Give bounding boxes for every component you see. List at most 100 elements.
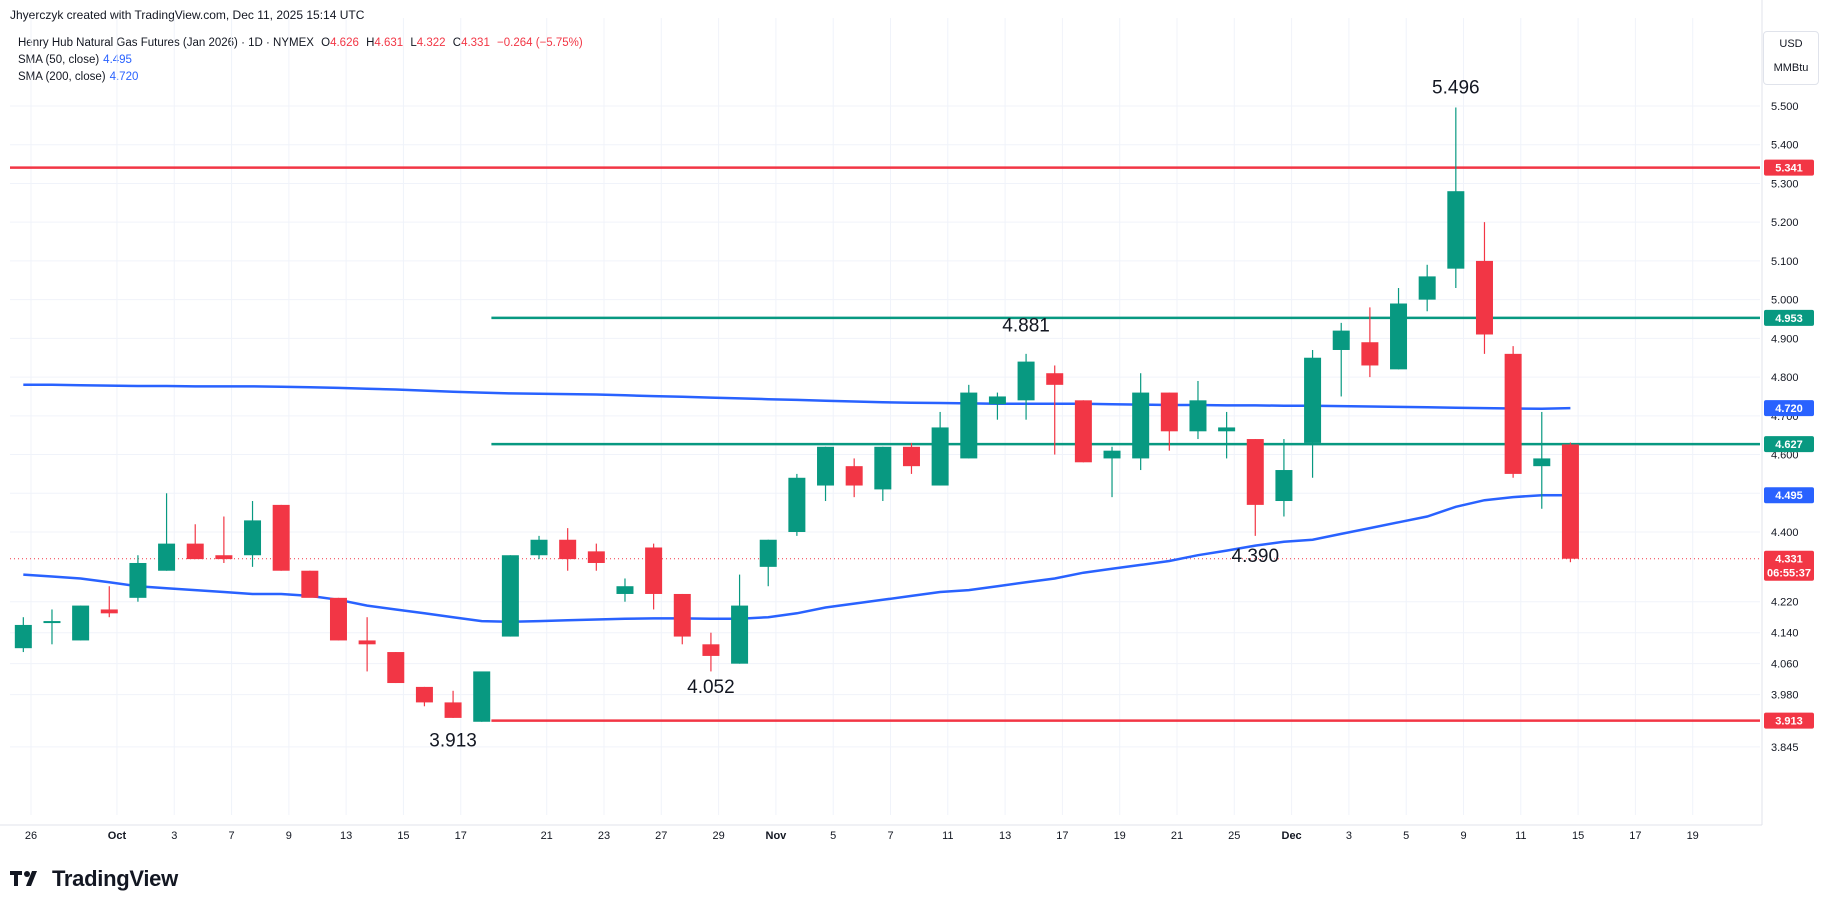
- level-price-badge[interactable]: [1764, 309, 1814, 326]
- candle-body-up[interactable]: [731, 605, 749, 664]
- candle-body-up[interactable]: [616, 586, 634, 594]
- level-price-badge[interactable]: [1764, 159, 1814, 176]
- candle-body-down[interactable]: [1046, 373, 1064, 385]
- x-tick-label: 17: [455, 830, 467, 842]
- last-price-badge-text: 4.331: [1775, 554, 1803, 566]
- candle-body-down[interactable]: [702, 644, 720, 656]
- tradingview-logo[interactable]: TradingView: [10, 866, 178, 892]
- candle-body-up[interactable]: [788, 477, 806, 532]
- level-price-badge-text: 4.953: [1775, 313, 1803, 325]
- attribution-text: Jhyerczyk created with TradingView.com, …: [10, 8, 365, 22]
- candle-body-down[interactable]: [415, 686, 433, 703]
- sma-price-badge-text: 4.720: [1775, 403, 1803, 415]
- y-tick-label: 5.200: [1771, 217, 1799, 229]
- y-tick-label: 4.900: [1771, 333, 1799, 345]
- candle-body-down[interactable]: [587, 551, 605, 563]
- x-tick-label: 13: [999, 830, 1011, 842]
- candle-body-up[interactable]: [931, 427, 949, 486]
- x-tick-label: 17: [1056, 830, 1068, 842]
- candle-body-up[interactable]: [14, 624, 32, 649]
- sma-price-badge[interactable]: [1764, 487, 1814, 504]
- close-value: 4.331: [461, 37, 490, 49]
- sma50-line[interactable]: [23, 493, 1571, 624]
- symbol-title[interactable]: Henry Hub Natural Gas Futures (Jan 2026)…: [18, 37, 314, 49]
- candle-body-down[interactable]: [1246, 439, 1264, 505]
- x-tick-label: Oct: [108, 830, 127, 842]
- level-price-badge-text: 5.341: [1775, 163, 1803, 175]
- candle-body-down[interactable]: [358, 640, 376, 645]
- price-annotation: 5.496: [1432, 78, 1480, 99]
- sma200-line[interactable]: [23, 383, 1571, 411]
- candle-body-down[interactable]: [673, 593, 691, 637]
- y-tick-label: 5.400: [1771, 140, 1799, 152]
- candle-body-up[interactable]: [473, 671, 491, 722]
- candle-body-down[interactable]: [645, 547, 663, 594]
- candle-body-up[interactable]: [1103, 450, 1121, 459]
- candle-body-up[interactable]: [1189, 400, 1207, 432]
- candle-body-up[interactable]: [988, 396, 1006, 405]
- candle-body-down[interactable]: [1561, 444, 1579, 559]
- currency-unit-selector[interactable]: USD MMBtu: [1763, 31, 1819, 85]
- candle-body-down[interactable]: [272, 504, 290, 571]
- candle-body-up[interactable]: [1275, 470, 1293, 502]
- candle-body-up[interactable]: [1218, 427, 1236, 432]
- candle-body-down[interactable]: [1361, 342, 1379, 366]
- x-tick-label: 5: [830, 830, 836, 842]
- sma-price-badge[interactable]: [1764, 400, 1814, 417]
- candle-body-up[interactable]: [817, 446, 835, 486]
- change-value: −0.264 (−5.75%): [497, 37, 583, 49]
- countdown-text: 06:55:37: [1767, 568, 1811, 580]
- candle-body-up[interactable]: [874, 446, 892, 490]
- candle-body-up[interactable]: [1447, 191, 1465, 269]
- candle-body-down[interactable]: [215, 555, 233, 560]
- candle-body-up[interactable]: [72, 605, 90, 641]
- sma50-legend-row[interactable]: SMA (50, close) 4.495: [18, 52, 583, 69]
- candle-body-up[interactable]: [1304, 357, 1322, 443]
- candle-body-up[interactable]: [1132, 392, 1150, 459]
- x-tick-label: 29: [712, 830, 724, 842]
- ohlc-legend-row: Henry Hub Natural Gas Futures (Jan 2026)…: [18, 35, 583, 52]
- candle-body-down[interactable]: [186, 543, 204, 560]
- tradingview-logo-icon: [10, 871, 37, 886]
- level-price-badge[interactable]: [1764, 436, 1814, 453]
- candle-body-up[interactable]: [1418, 276, 1436, 300]
- x-tick-label: 9: [1460, 830, 1466, 842]
- x-tick-label: 15: [397, 830, 409, 842]
- level-price-badge[interactable]: [1764, 712, 1814, 729]
- x-tick-label: 7: [228, 830, 234, 842]
- candle-body-down[interactable]: [1074, 400, 1092, 463]
- candle-body-down[interactable]: [329, 597, 347, 641]
- candle-body-up[interactable]: [1533, 458, 1551, 467]
- candle-body-up[interactable]: [501, 555, 519, 637]
- candle-body-up[interactable]: [1017, 361, 1035, 401]
- candle-body-up[interactable]: [43, 621, 61, 624]
- candle-body-down[interactable]: [559, 539, 577, 560]
- candle-body-up[interactable]: [530, 539, 548, 556]
- last-price-badge[interactable]: [1764, 550, 1814, 581]
- candle-body-down[interactable]: [387, 652, 405, 684]
- x-tick-label: 25: [1228, 830, 1240, 842]
- x-tick-label: 21: [1171, 830, 1183, 842]
- x-tick-label: 11: [1515, 830, 1526, 842]
- candle-body-down[interactable]: [100, 609, 118, 614]
- candle-body-up[interactable]: [1390, 303, 1408, 370]
- x-tick-label: 19: [1114, 830, 1126, 842]
- candle-body-down[interactable]: [845, 466, 863, 486]
- candle-body-up[interactable]: [960, 392, 978, 459]
- candle-body-up[interactable]: [158, 543, 176, 571]
- candle-body-up[interactable]: [1332, 330, 1350, 350]
- sma50-value: 4.495: [103, 54, 132, 66]
- candle-body-up[interactable]: [759, 539, 777, 567]
- candle-body-down[interactable]: [902, 446, 920, 467]
- candle-body-down[interactable]: [1160, 392, 1178, 432]
- y-tick-label: 3.980: [1771, 690, 1799, 702]
- sma-price-badge-text: 4.495: [1775, 490, 1803, 502]
- x-tick-label: 17: [1629, 830, 1641, 842]
- candle-body-up[interactable]: [244, 520, 262, 556]
- candle-body-down[interactable]: [1504, 353, 1522, 474]
- candle-body-down[interactable]: [444, 702, 462, 718]
- candle-body-up[interactable]: [129, 562, 147, 598]
- candle-body-down[interactable]: [301, 570, 319, 598]
- candle-body-down[interactable]: [1475, 260, 1493, 335]
